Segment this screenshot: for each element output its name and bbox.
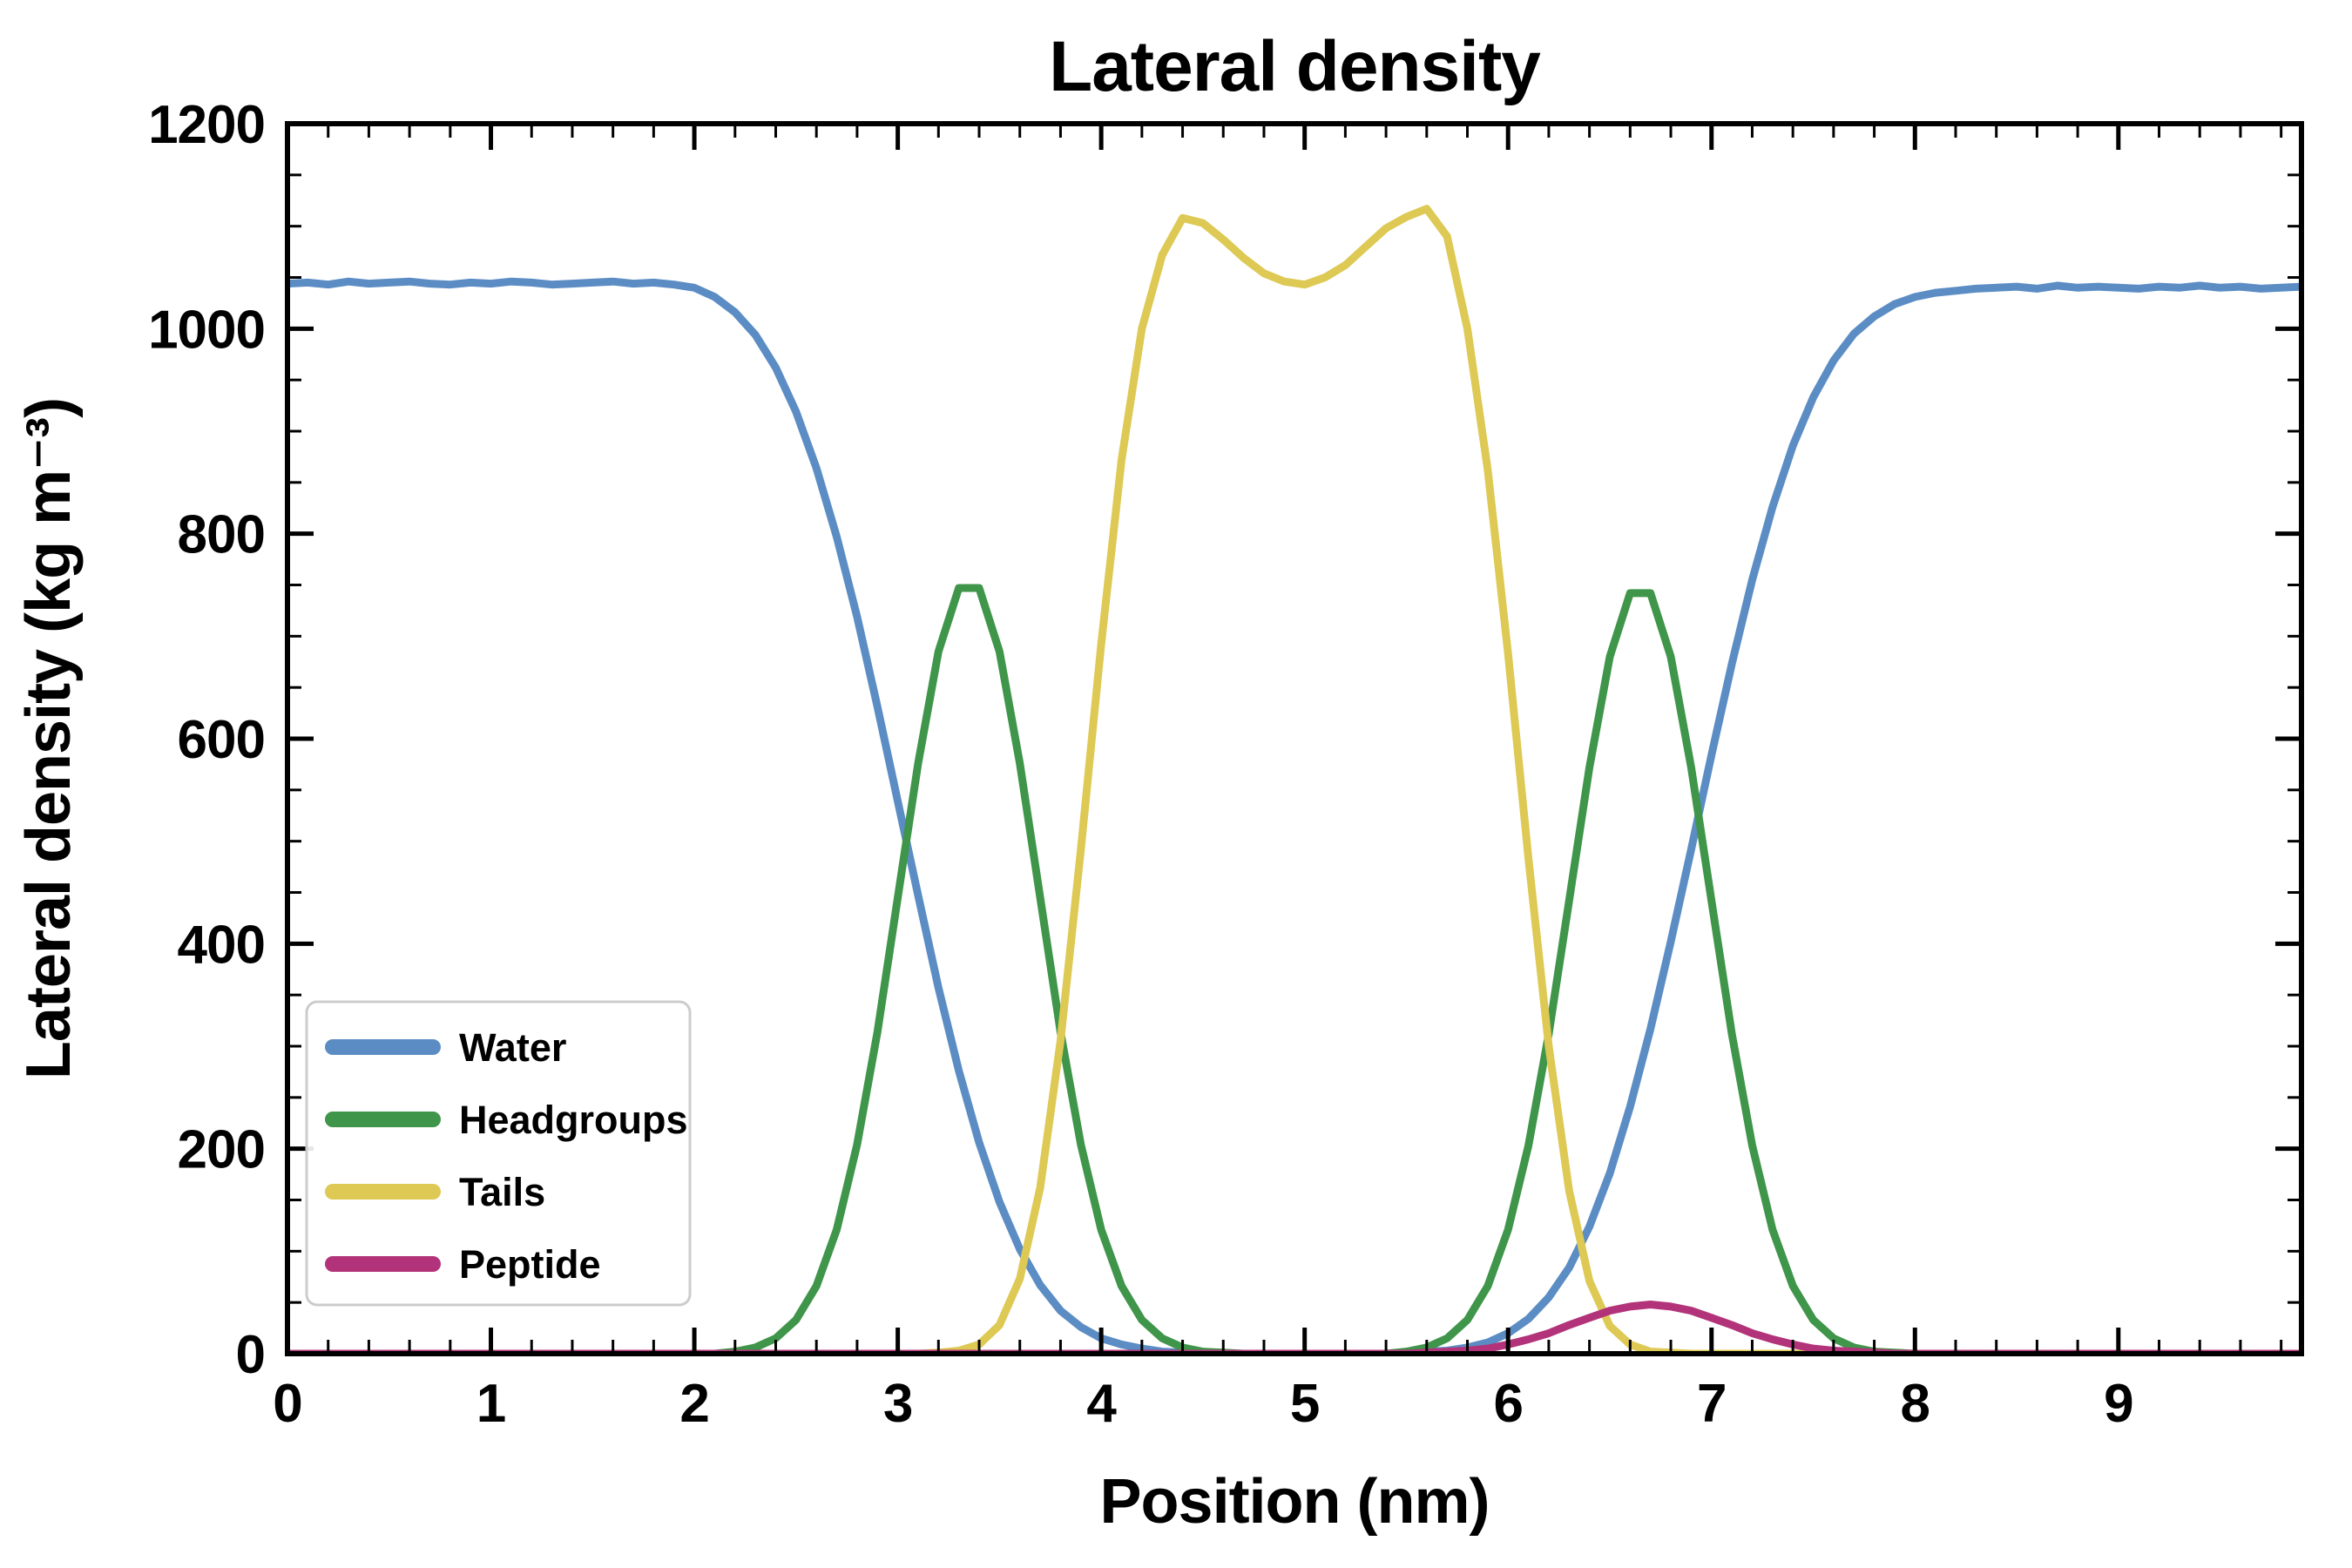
x-tick-label: 0: [273, 1374, 301, 1434]
y-axis-label: Lateral density (kg m⁻³): [14, 398, 84, 1079]
x-tick-label: 1: [476, 1374, 505, 1434]
x-tick-label: 2: [679, 1374, 708, 1434]
series-tails-line: [287, 205, 2301, 1354]
y-tick-label: 800: [178, 505, 265, 565]
y-tick-label: 600: [178, 710, 265, 770]
series-water-line: [287, 277, 2301, 1354]
legend-box: [305, 1000, 692, 1307]
x-axis-label: Position (nm): [1100, 1467, 1490, 1537]
y-tick-label: 400: [178, 915, 265, 975]
x-tick-label: 3: [883, 1374, 912, 1434]
y-tick-label: 200: [178, 1120, 265, 1180]
legend-label-headgroups: Headgroups: [459, 1098, 688, 1142]
y-tick-label: 1200: [148, 95, 265, 155]
axes-layer: 0 1 2 3 4 5 6 7 8 9 0 200 400 600 800 1000 1200: [148, 95, 2304, 1434]
x-tick-label: 6: [1493, 1374, 1522, 1434]
x-tick-label: 8: [1901, 1374, 1930, 1434]
legend-label-peptide: Peptide: [459, 1242, 601, 1287]
y-tick-label: 1000: [148, 300, 265, 360]
chart-title: Lateral density: [1049, 27, 1541, 106]
x-tick-label: 5: [1290, 1374, 1319, 1434]
series-layer: [287, 205, 2301, 1354]
x-tick-label: 9: [2104, 1374, 2132, 1434]
x-tick-label: 4: [1086, 1374, 1117, 1434]
x-tick-label: 7: [1697, 1374, 1726, 1434]
y-tick-label: 0: [236, 1325, 265, 1385]
legend: Water Headgroups Tails Peptide: [305, 1000, 692, 1307]
legend-label-tails: Tails: [459, 1170, 545, 1214]
legend-label-water: Water: [459, 1025, 566, 1070]
